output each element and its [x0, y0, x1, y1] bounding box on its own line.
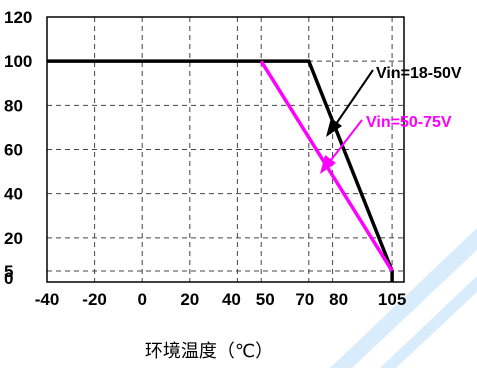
- y-tick-label-0: 0: [4, 269, 13, 288]
- y-tick-label-3: 40: [4, 185, 23, 204]
- series-group: [47, 59, 394, 282]
- x-tick-label-3: 20: [180, 290, 199, 309]
- x-tick-label-5: 50: [256, 290, 275, 309]
- annotation-label-2: Vin=50-75V: [366, 114, 452, 131]
- annotation-arrowhead-1: [326, 118, 342, 137]
- y-tick-label-1: 5: [4, 262, 13, 281]
- plot-frame: [46, 16, 405, 283]
- series-line-1: [47, 59, 394, 282]
- annotation-arrowhead-2: [320, 155, 336, 174]
- annotation-arrow-2: [330, 119, 363, 161]
- x-tick-label-4: 40: [222, 290, 241, 309]
- grid: [47, 16, 404, 282]
- y-tick-label-6: 100: [4, 52, 32, 71]
- x-tick-label-0: -40: [35, 290, 60, 309]
- x-tick-label-7: 80: [329, 290, 348, 309]
- y-tick-label-5: 80: [4, 96, 23, 115]
- x-tick-label-1: -20: [82, 290, 107, 309]
- y-tick-label-4: 60: [4, 141, 23, 160]
- y-tick-label-2: 20: [4, 229, 23, 248]
- annotations: Vin=18-50V Vin=50-75V: [320, 65, 462, 174]
- x-axis-label: 环境温度（℃）: [145, 341, 273, 362]
- annotation-arrow-1: [335, 69, 374, 125]
- watermark: [330, 228, 477, 368]
- y-tick-label-7: 120: [4, 8, 32, 27]
- x-tick-label-8: 105: [378, 290, 406, 309]
- x-tick-label-6: 70: [295, 290, 314, 309]
- x-tick-label-2: 0: [137, 290, 146, 309]
- annotation-label-1: Vin=18-50V: [376, 65, 462, 82]
- plot-border: [46, 16, 405, 283]
